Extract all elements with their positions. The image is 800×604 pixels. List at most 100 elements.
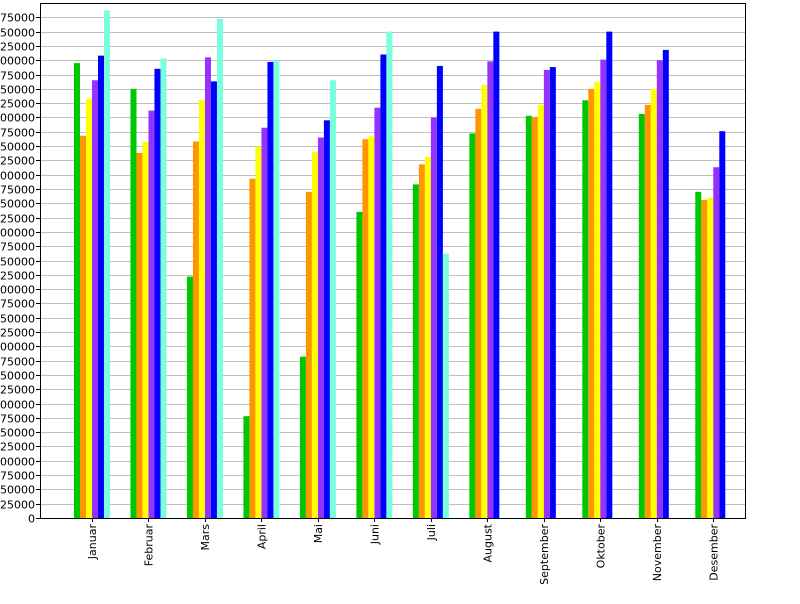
bar: [374, 107, 381, 518]
bar: [475, 108, 482, 518]
y-tick-label: 600000: [0, 170, 35, 183]
bar: [656, 60, 663, 518]
x-tick-label: Juli: [425, 524, 438, 541]
bar: [662, 49, 669, 519]
bar: [154, 68, 161, 519]
bar: [606, 31, 613, 518]
y-tick-label: 650000: [0, 141, 35, 154]
y-tick-label: 0: [28, 513, 35, 526]
y-tick-label: 850000: [0, 27, 35, 40]
plot-frame: [40, 3, 746, 519]
bar: [305, 191, 312, 519]
bar: [487, 61, 494, 518]
y-tick-label: 625000: [0, 155, 35, 168]
bar: [80, 135, 86, 518]
bar: [323, 120, 330, 519]
x-tick-label: Juni: [368, 524, 381, 545]
y-tick-label: 275000: [0, 356, 35, 369]
bar: [436, 65, 443, 518]
bar: [424, 156, 431, 518]
bar: [380, 54, 387, 518]
bar: [148, 110, 155, 519]
bar: [98, 55, 104, 519]
bar: [317, 137, 324, 518]
bar: [701, 199, 708, 518]
bar: [136, 152, 143, 518]
y-tick-label: 325000: [0, 327, 35, 340]
bar: [525, 115, 532, 518]
y-tick-label: 400000: [0, 284, 35, 297]
bar: [719, 131, 726, 518]
y-tick-label: 125000: [0, 441, 35, 454]
bar: [216, 19, 223, 519]
bar: [430, 117, 437, 518]
y-tick-label: 25000: [0, 499, 35, 512]
bar: [261, 127, 268, 518]
y-tick-label: 375000: [0, 298, 35, 311]
bar: [588, 88, 595, 518]
y-tick-label: 825000: [0, 41, 35, 54]
y-tick-label: 675000: [0, 127, 35, 140]
bar: [142, 142, 149, 519]
bar: [74, 63, 80, 518]
bar: [255, 146, 262, 518]
y-tick-label: 800000: [0, 55, 35, 68]
bar: [243, 416, 250, 518]
bar: [186, 276, 193, 518]
bar: [638, 114, 645, 518]
bar: [204, 57, 211, 518]
bar: [104, 10, 110, 518]
bar: [86, 98, 92, 519]
bar: [600, 59, 607, 519]
bar: [493, 31, 500, 518]
x-tick-label: September: [538, 524, 551, 585]
bar: [192, 141, 199, 518]
y-tick-label: 725000: [0, 98, 35, 111]
x-tick-label: April: [255, 524, 268, 549]
bar: [249, 178, 256, 518]
bar: [267, 61, 274, 518]
y-tick-label: 875000: [0, 12, 35, 25]
bar: [386, 31, 393, 518]
bar: [442, 253, 449, 518]
bar: [418, 164, 425, 518]
y-tick-label: 525000: [0, 213, 35, 226]
y-tick-label: 475000: [0, 241, 35, 254]
bar: [198, 99, 205, 518]
x-tick-label: Februar: [142, 524, 155, 567]
bar: [549, 67, 556, 518]
y-tick-label: 250000: [0, 370, 35, 383]
y-tick-label: 175000: [0, 413, 35, 426]
y-tick-label: 75000: [0, 470, 35, 483]
bar: [368, 136, 375, 519]
bar: [92, 80, 98, 518]
bar: [531, 116, 538, 518]
y-tick-label: 50000: [0, 484, 35, 497]
y-tick-label: 775000: [0, 70, 35, 83]
y-tick-label: 150000: [0, 427, 35, 440]
x-tick-label: August: [481, 523, 494, 562]
bar: [594, 81, 601, 518]
x-tick-label: Januar: [86, 524, 99, 561]
bar: [311, 151, 318, 518]
y-tick-label: 425000: [0, 270, 35, 283]
bar: [707, 197, 714, 519]
bar: [650, 88, 657, 518]
y-tick-label: 450000: [0, 256, 35, 269]
bar: [582, 100, 589, 519]
bar: [160, 58, 167, 518]
y-tick-label: 200000: [0, 399, 35, 412]
x-tick-label: Oktober: [594, 524, 607, 569]
bar: [356, 211, 363, 518]
bar: [469, 133, 476, 518]
x-tick-label: Mars: [199, 524, 212, 551]
bar: [130, 88, 137, 518]
bar: [713, 167, 720, 518]
y-tick-label: 350000: [0, 313, 35, 326]
bar: [329, 80, 336, 518]
y-tick-label: 225000: [0, 384, 35, 397]
